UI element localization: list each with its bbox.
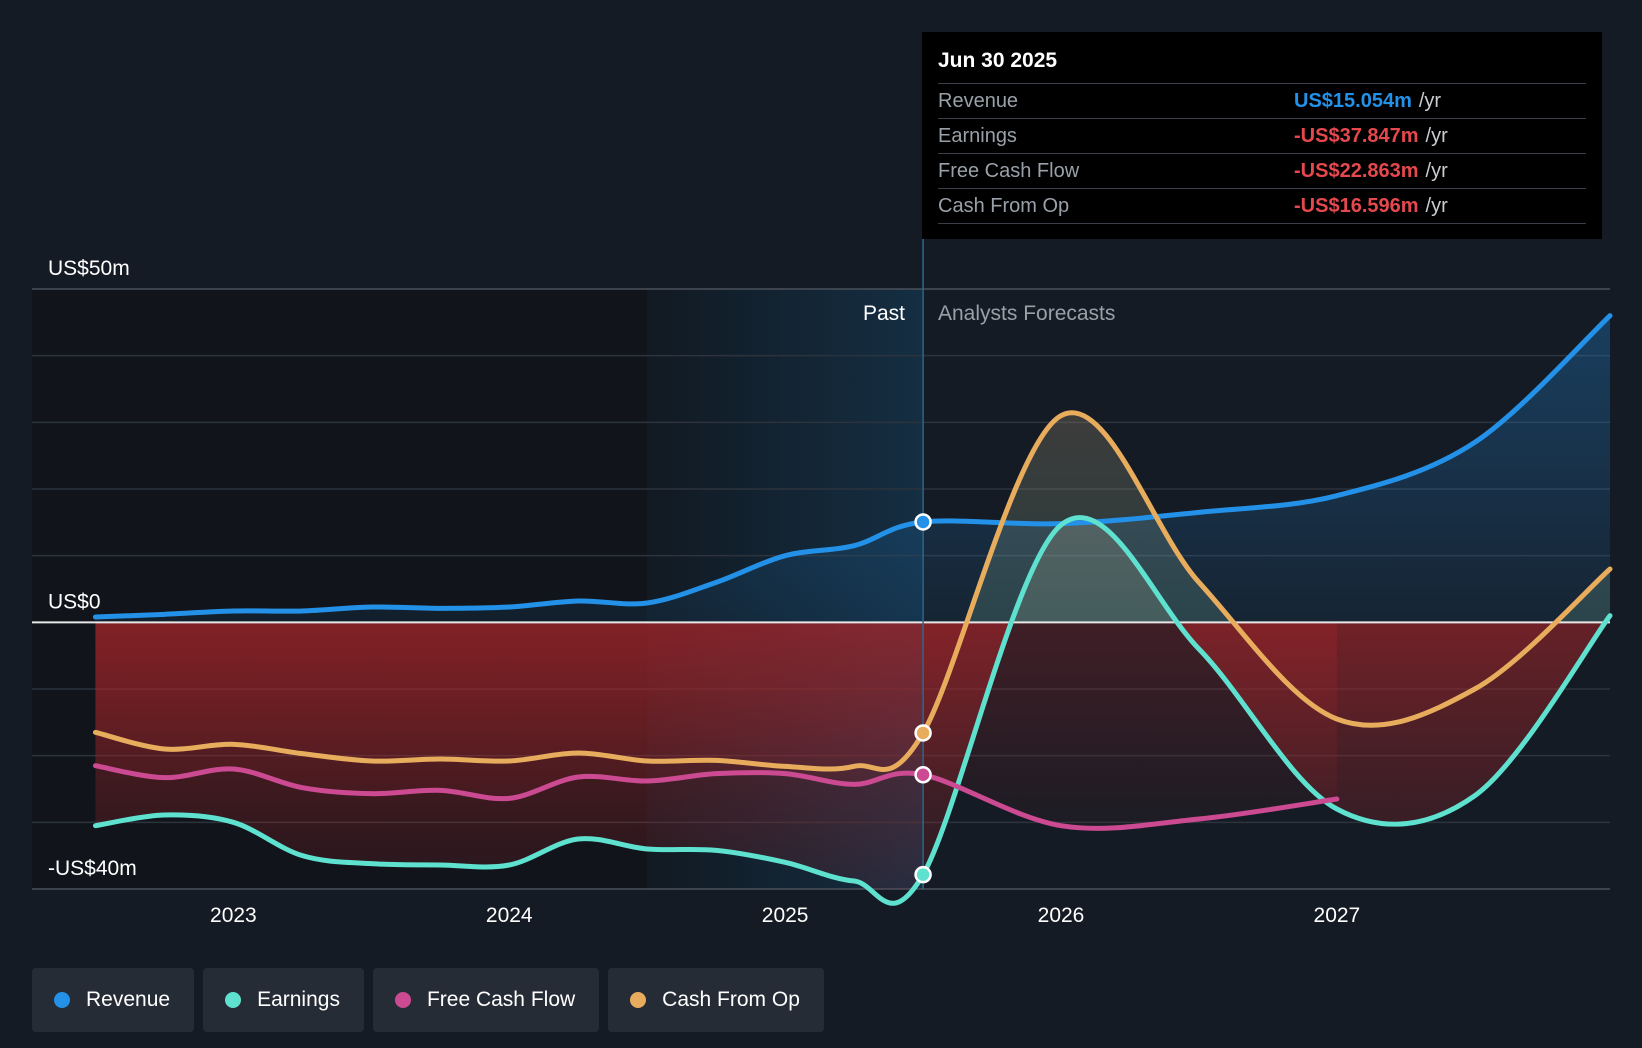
revenue-line bbox=[92, 313, 1613, 620]
forecast-label: Analysts Forecasts bbox=[938, 302, 1115, 325]
legend-item-cash-from-op[interactable]: Cash From Op bbox=[608, 968, 824, 1032]
tooltip-row-free-cash-flow: Free Cash Flow -US$22.863m /yr bbox=[938, 153, 1586, 188]
revenue-marker[interactable] bbox=[914, 513, 932, 531]
tooltip-row-earnings: Earnings -US$37.847m /yr bbox=[938, 118, 1586, 153]
cash-from-op-dot-icon bbox=[630, 992, 647, 1008]
tooltip-unit: /yr bbox=[1425, 124, 1448, 147]
tooltip-unit: /yr bbox=[1425, 194, 1448, 217]
legend: Revenue Earnings Free Cash Flow Cash Fro… bbox=[32, 968, 824, 1032]
tooltip-label: Cash From Op bbox=[938, 194, 1070, 217]
past-label: Past bbox=[863, 302, 905, 325]
axis-labels: 2023 2024 2025 2026 2027 US$50m US$0 -US$40m bbox=[48, 257, 1360, 927]
earnings-line bbox=[92, 515, 1613, 906]
y-tick-label: US$0 bbox=[48, 590, 101, 613]
cash-from-op-marker[interactable] bbox=[914, 724, 932, 742]
legend-label: Free Cash Flow bbox=[426, 988, 576, 1011]
cash-from-op-neg-area bbox=[95, 622, 1556, 770]
tooltip-label: Revenue bbox=[938, 89, 1019, 112]
x-tick-label: 2024 bbox=[486, 904, 533, 927]
tooltip-row-revenue: Revenue US$15.054m /yr bbox=[938, 83, 1586, 118]
legend-item-free-cash-flow[interactable]: Free Cash Flow bbox=[372, 968, 600, 1032]
legend-item-revenue[interactable]: Revenue bbox=[32, 968, 195, 1032]
tooltip-unit: /yr bbox=[1418, 89, 1442, 112]
free-cash-flow-dot-icon bbox=[394, 992, 411, 1008]
earnings-dot-icon bbox=[225, 992, 242, 1008]
tooltip-label: Earnings bbox=[938, 124, 1017, 147]
y-tick-label: US$50m bbox=[48, 257, 130, 280]
free-cash-flow-line bbox=[92, 763, 1340, 831]
revenue-area bbox=[95, 315, 1610, 623]
tooltip-unit: /yr bbox=[1425, 159, 1448, 182]
tooltip: Jun 30 2025 Revenue US$15.054m /yr Earni… bbox=[922, 32, 1602, 239]
revenue-dot-icon bbox=[54, 992, 70, 1008]
legend-item-earnings[interactable]: Earnings bbox=[203, 968, 364, 1032]
tooltip-label: Free Cash Flow bbox=[938, 159, 1080, 182]
tooltip-value: -US$22.863m bbox=[1294, 159, 1419, 182]
x-tick-label: 2026 bbox=[1038, 904, 1085, 927]
x-tick-label: 2023 bbox=[210, 904, 257, 927]
legend-label: Cash From Op bbox=[662, 988, 800, 1011]
free-cash-flow-marker[interactable] bbox=[914, 766, 932, 784]
tooltip-value: -US$37.847m bbox=[1294, 124, 1419, 147]
x-tick-label: 2027 bbox=[1314, 904, 1361, 927]
earnings-marker[interactable] bbox=[914, 865, 932, 884]
y-tick-label: -US$40m bbox=[48, 857, 137, 880]
tooltip-value: -US$16.596m bbox=[1294, 194, 1419, 217]
series-lines bbox=[92, 313, 1613, 906]
areas bbox=[95, 315, 1610, 889]
tooltip-row-cash-from-op: Cash From Op -US$16.596m /yr bbox=[938, 188, 1586, 224]
x-tick-label: 2025 bbox=[762, 904, 809, 927]
cash-from-op-line bbox=[92, 410, 1613, 772]
tooltip-date: Jun 30 2025 bbox=[938, 49, 1058, 72]
markers bbox=[914, 513, 932, 884]
legend-label: Earnings bbox=[257, 988, 340, 1011]
legend-label: Revenue bbox=[86, 988, 171, 1011]
tooltip-value: US$15.054m bbox=[1294, 89, 1412, 112]
